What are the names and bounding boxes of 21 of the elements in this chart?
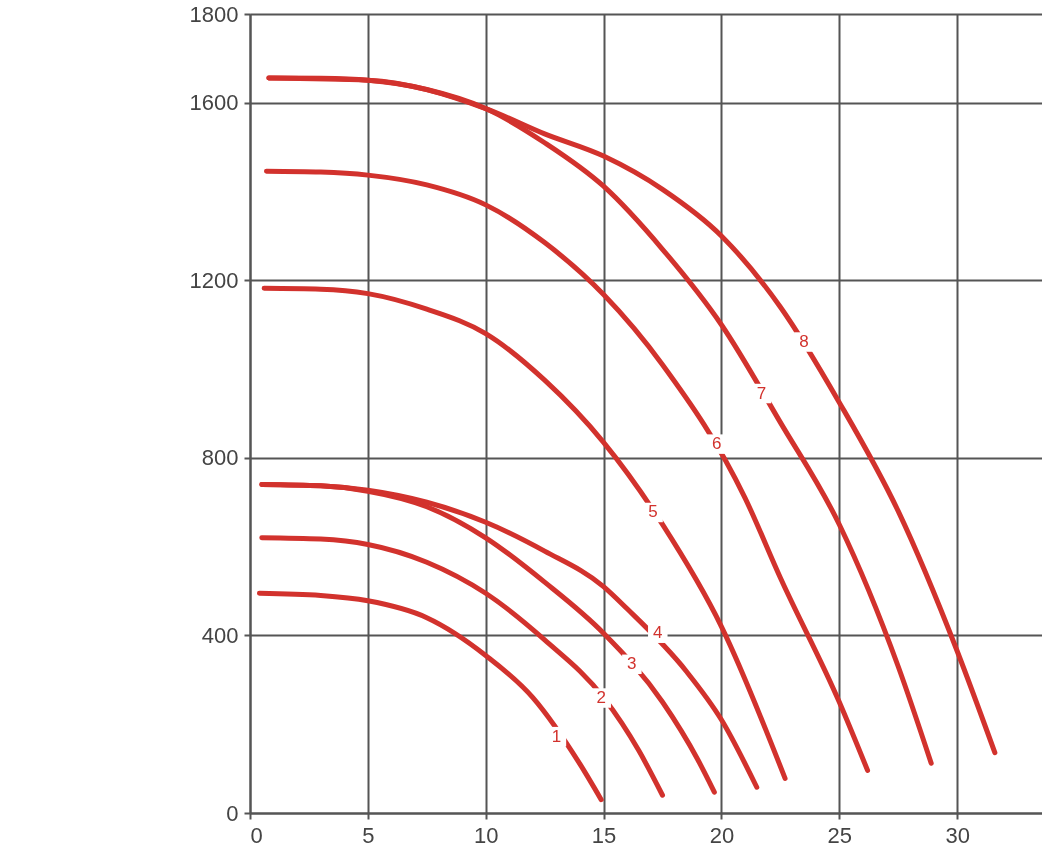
x-tick-label: 20 (709, 822, 735, 848)
annotation: 7 (756, 383, 767, 403)
x-tick-label: 30 (945, 822, 970, 848)
annotation: 3 (627, 654, 637, 674)
annotation: 4 (653, 623, 663, 643)
x-tick-label: 5 (362, 822, 375, 848)
y-tick-label: 1800 (189, 1, 239, 27)
annotation: 5 (648, 502, 658, 522)
x-tick-label: 15 (591, 822, 617, 848)
x-tick-label: 25 (827, 822, 853, 848)
y-tick-label: 1200 (189, 267, 239, 293)
annotation: 6 (711, 434, 722, 454)
y-tick-label: 1600 (189, 90, 239, 116)
annotation: 2 (596, 688, 606, 708)
y-tick-label: 400 (201, 622, 239, 648)
x-tick-label: 0 (250, 822, 263, 848)
x-tick-label: 10 (473, 822, 499, 848)
annotation: 1 (551, 726, 562, 746)
y-tick-label: 800 (201, 445, 239, 471)
annotation: 8 (799, 332, 809, 352)
y-tick-label: 0 (226, 800, 239, 826)
